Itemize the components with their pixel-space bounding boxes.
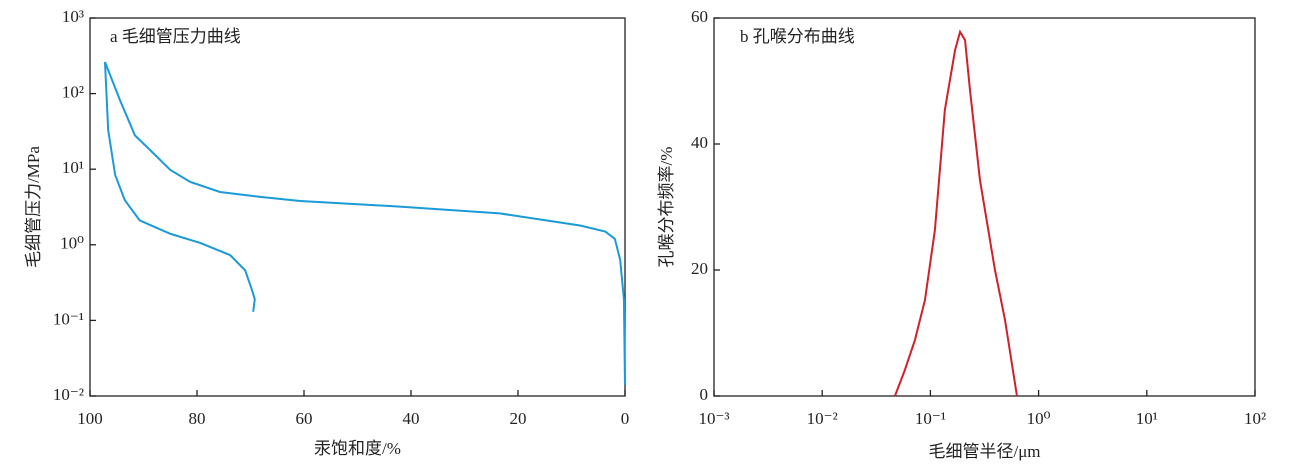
- y-axis-label: 毛细管压力/MPa: [24, 146, 43, 268]
- x-tick-label: 10⁻¹: [915, 409, 946, 428]
- y-tick-label: 20: [691, 259, 708, 278]
- x-tick-label: 10⁻³: [698, 409, 729, 428]
- data-line: [104, 61, 626, 385]
- chart-title: b 孔喉分布曲线: [740, 27, 855, 46]
- x-tick-label: 40: [403, 409, 420, 428]
- plot-frame: [713, 17, 1256, 397]
- data-line: [893, 29, 1018, 397]
- chart-title: a 毛细管压力曲线: [110, 27, 241, 46]
- y-tick-label: 10³: [62, 7, 84, 26]
- y-tick-label: 10²: [62, 83, 84, 102]
- data-line: [103, 61, 256, 312]
- x-tick-label: 10¹: [1136, 409, 1158, 428]
- x-tick-label: 60: [296, 409, 313, 428]
- y-tick-label: 60: [691, 7, 708, 26]
- plot-frame: [89, 17, 626, 397]
- x-tick-label: 10⁻²: [807, 409, 838, 428]
- x-tick-label: 10⁰: [1027, 409, 1051, 428]
- y-tick-label: 10⁻¹: [53, 309, 84, 328]
- x-tick-label: 0: [621, 409, 630, 428]
- x-tick-label: 80: [189, 409, 206, 428]
- y-tick-label: 40: [691, 133, 708, 152]
- x-tick-label: 10²: [1244, 409, 1266, 428]
- y-tick-label: 10⁰: [60, 234, 84, 253]
- x-axis-label: 汞饱和度/%: [314, 439, 401, 458]
- y-tick-label: 10¹: [62, 158, 84, 177]
- y-tick-label: 0: [700, 385, 709, 404]
- y-tick-label: 10⁻²: [53, 385, 84, 404]
- y-axis-label: 孔喉分布频率/%: [657, 147, 676, 268]
- x-tick-label: 100: [77, 409, 103, 428]
- x-axis-label: 毛细管半径/μm: [928, 442, 1040, 461]
- x-tick-label: 20: [510, 409, 527, 428]
